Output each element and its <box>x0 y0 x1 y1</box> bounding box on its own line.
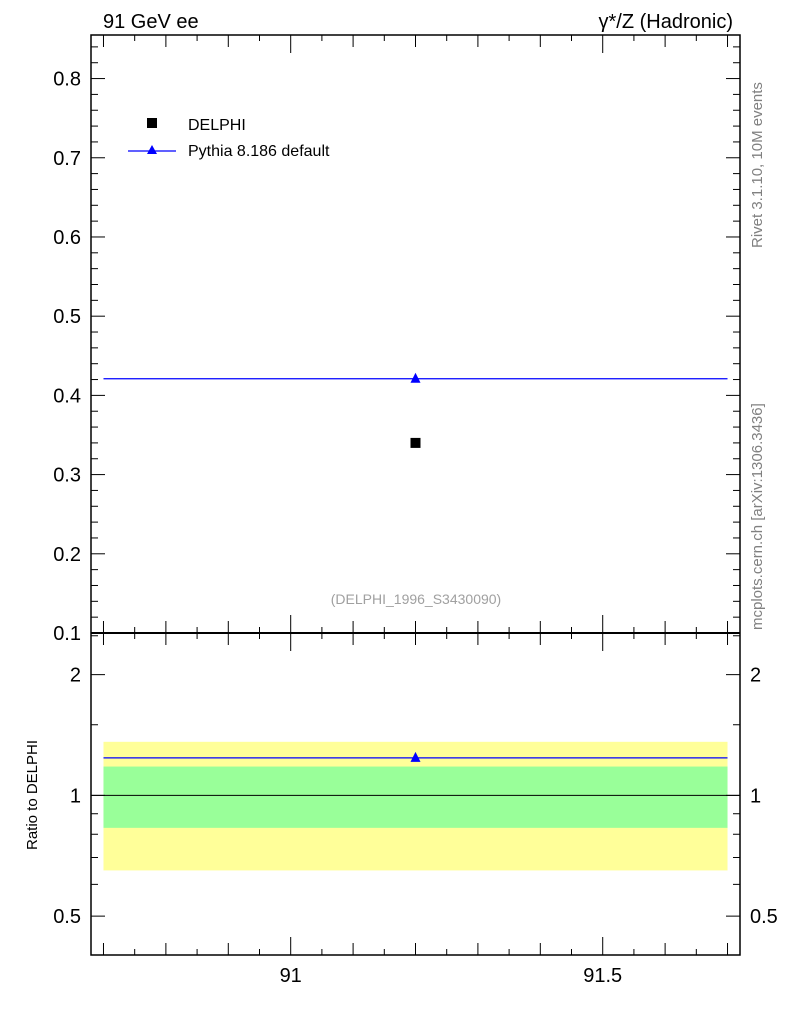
analysis-watermark: (DELPHI_1996_S3430090) <box>331 591 501 607</box>
header-right: γ*/Z (Hadronic) <box>599 11 733 33</box>
ratio-y-tick-label-right: 1 <box>750 785 761 807</box>
y-tick-label: 0.4 <box>53 385 81 407</box>
ratio-ylabel: Ratio to DELPHI <box>24 740 41 850</box>
legend-triangle-icon <box>147 145 157 154</box>
ratio-y-tick-label-right: 0.5 <box>750 906 778 928</box>
pythia-point <box>410 372 421 383</box>
ratio-y-tick-label: 2 <box>70 665 81 687</box>
legend-delphi: DELPHI <box>188 117 246 134</box>
ratio-y-tick-label: 0.5 <box>53 906 81 928</box>
ratio-y-tick-label: 1 <box>70 785 81 807</box>
x-tick-label: 91.5 <box>583 965 622 987</box>
ratio-y-tick-label-right: 2 <box>750 665 761 687</box>
delphi-data-point <box>410 437 421 448</box>
y-tick-label: 0.1 <box>53 623 81 645</box>
y-tick-label: 0.7 <box>53 148 81 170</box>
plot-frame <box>90 34 741 956</box>
pythia-ratio-point <box>410 751 421 762</box>
y-tick-label: 0.3 <box>53 465 81 487</box>
header-left: 91 GeV ee <box>103 11 199 33</box>
legend-pythia: Pythia 8.186 default <box>188 143 330 160</box>
legend: DELPHI Pythia 8.186 default <box>128 117 330 160</box>
mcplots-label: mcplots.cern.ch [arXiv:1306.3436] <box>749 403 766 630</box>
y-tick-label: 0.8 <box>53 69 81 91</box>
y-tick-label: 0.6 <box>53 227 81 249</box>
y-tick-label: 0.2 <box>53 544 81 566</box>
y-tick-label: 0.5 <box>53 306 81 328</box>
rivet-label: Rivet 3.1.10, 10M events <box>749 82 766 248</box>
legend-square-icon <box>147 118 157 128</box>
uncertainty-band-inner <box>103 766 728 828</box>
x-tick-label: 91 <box>280 965 302 987</box>
